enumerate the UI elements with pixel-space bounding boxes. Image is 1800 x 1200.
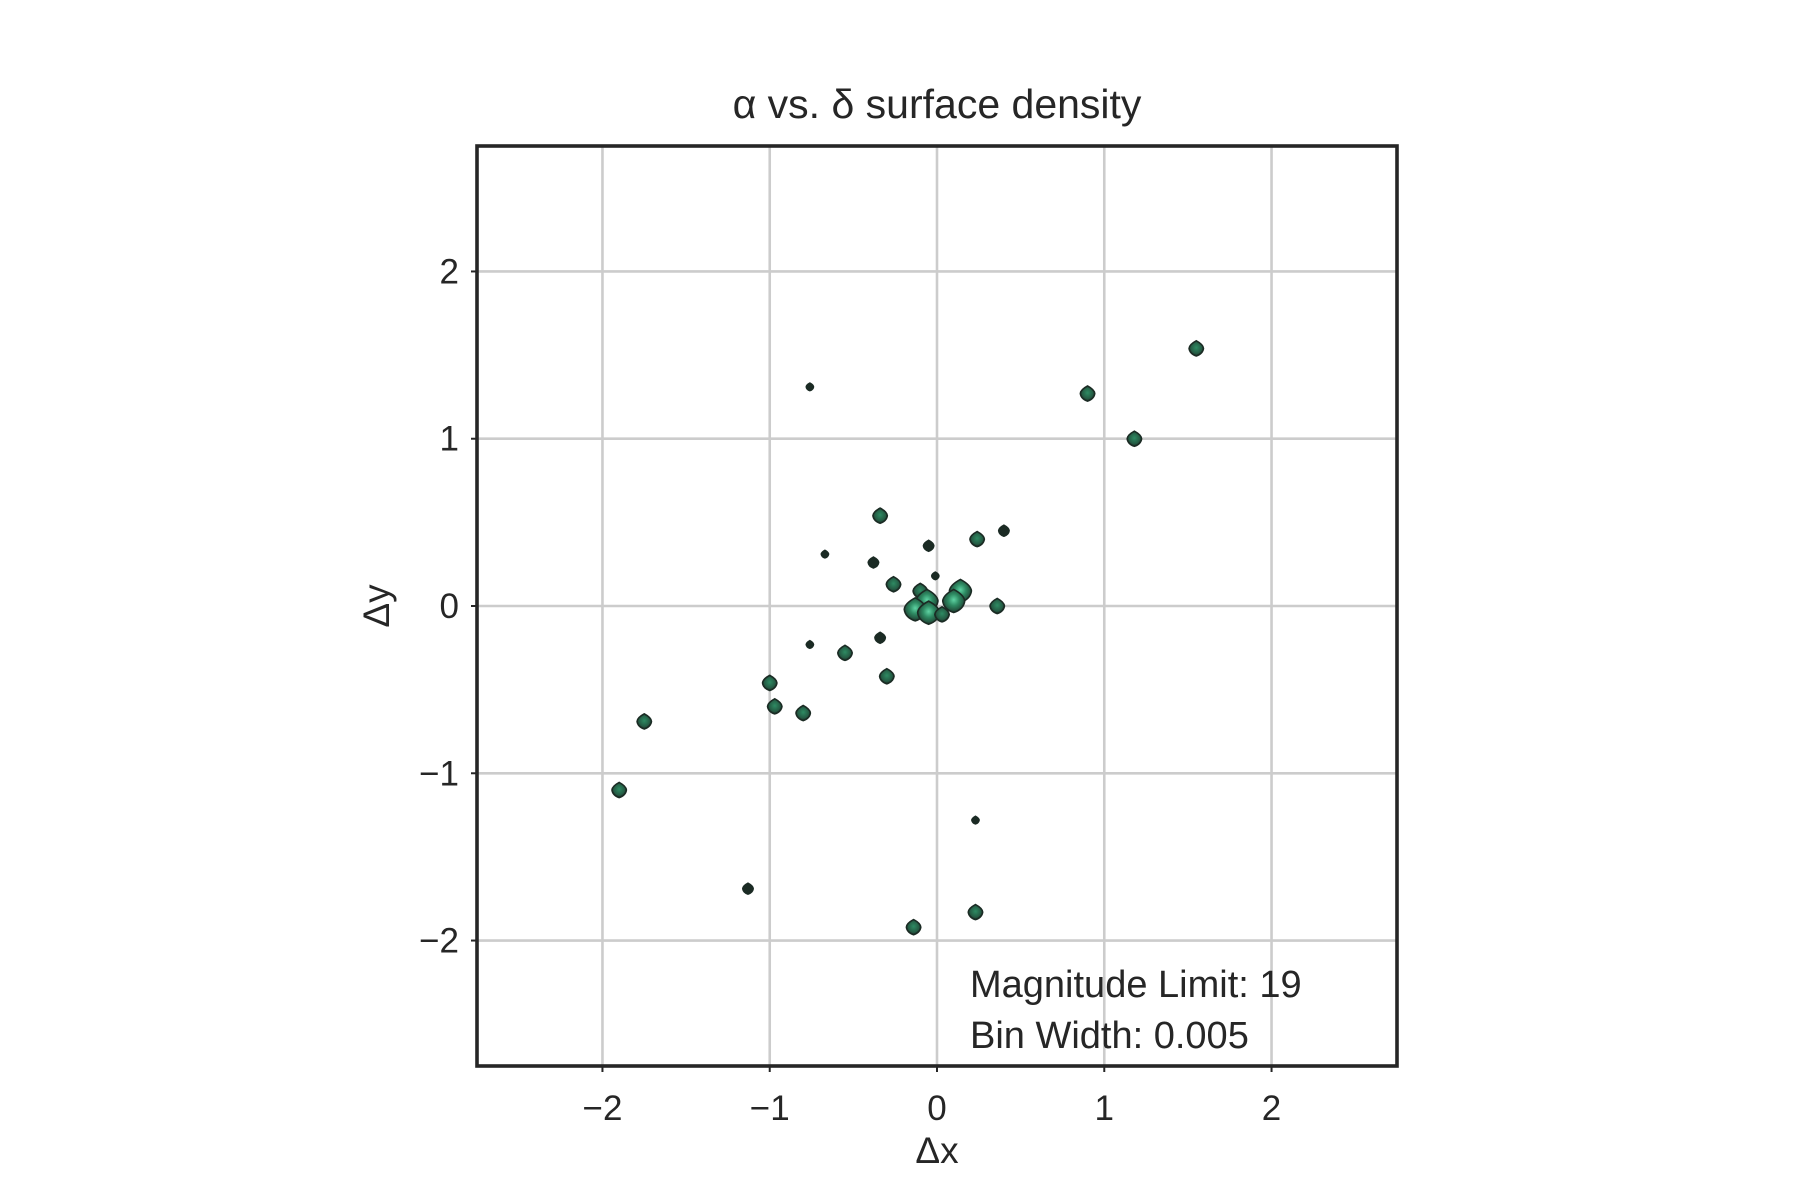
x-tick-label: −1	[750, 1089, 790, 1128]
y-tick-label: −2	[419, 922, 459, 961]
x-tick-label: 2	[1262, 1089, 1281, 1128]
density-blob	[805, 639, 815, 650]
density-blob	[820, 549, 830, 559]
density-blob	[971, 815, 980, 825]
chart-title: α vs. δ surface density	[733, 81, 1142, 127]
density-blob	[1079, 385, 1096, 402]
density-blob	[761, 674, 778, 692]
density-blob	[867, 556, 880, 569]
density-blobs	[611, 339, 1205, 936]
density-blob	[805, 382, 815, 392]
density-blob	[930, 571, 940, 581]
density-blob	[874, 631, 887, 645]
x-tick-label: 1	[1095, 1089, 1114, 1128]
y-tick-label: 2	[440, 252, 459, 291]
density-blob	[969, 530, 986, 548]
density-blob	[922, 539, 935, 553]
x-tick-label: −2	[583, 1089, 623, 1128]
density-blob	[885, 575, 902, 593]
density-blob	[836, 644, 854, 662]
y-tick-label: −1	[419, 754, 459, 793]
density-blob	[872, 507, 889, 525]
density-blob	[611, 781, 628, 799]
density-blob	[967, 903, 984, 921]
density-blob	[1126, 430, 1143, 448]
density-blob	[878, 667, 895, 685]
density-blob	[941, 588, 966, 614]
x-axis-label: Δx	[915, 1130, 959, 1171]
density-blob	[905, 918, 922, 936]
grid-lines	[477, 146, 1397, 1066]
y-tick-label: 1	[440, 420, 459, 459]
density-blob	[997, 524, 1010, 538]
y-tick-label: 0	[440, 587, 459, 626]
magnitude-limit-annotation: Magnitude Limit: 19	[970, 964, 1302, 1006]
density-blob	[934, 605, 951, 623]
density-blob	[741, 882, 754, 895]
density-blob	[636, 712, 653, 730]
density-blob	[1188, 339, 1205, 357]
y-axis-label: Δy	[356, 584, 397, 628]
density-blob	[989, 597, 1006, 615]
density-blob	[795, 704, 812, 722]
density-blob	[766, 697, 783, 715]
bin-width-annotation: Bin Width: 0.005	[970, 1015, 1249, 1057]
axis-ticks: −2 −1 0 1 2 −2 −1 0 1 2	[419, 252, 1281, 1128]
x-tick-label: 0	[927, 1089, 946, 1128]
